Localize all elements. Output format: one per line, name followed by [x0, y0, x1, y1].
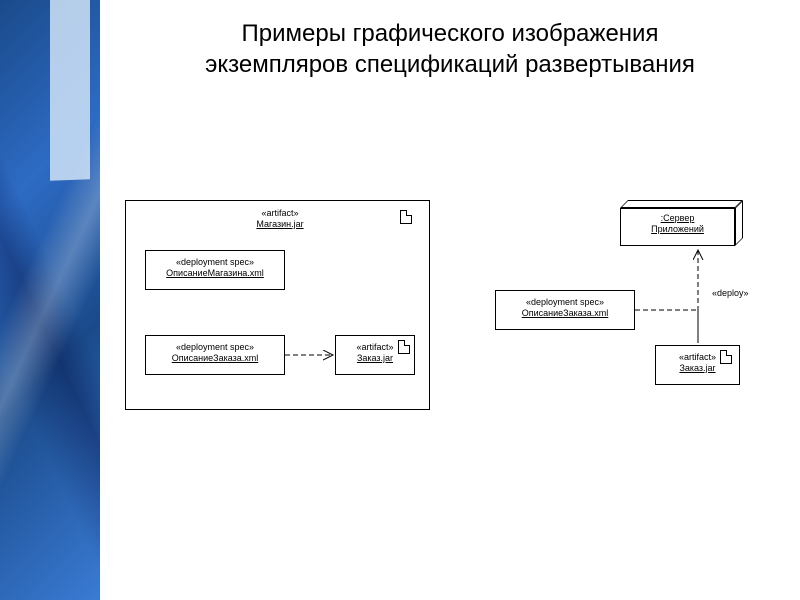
slide-title: Примеры графического изображения экземпл… [100, 18, 800, 80]
node-side-face [735, 200, 743, 246]
document-icon [398, 340, 410, 354]
artifact-name: Заказ.jar [679, 363, 715, 373]
deployment-spec-box-zakaz-right: «deployment spec» ОписаниеЗаказа.xml [495, 290, 635, 330]
title-line-1: Примеры графического изображения [242, 20, 659, 47]
stereotype-label: «deployment spec» [526, 297, 604, 307]
artifact-container-box [125, 200, 430, 410]
node-name-line2: Приложений [651, 224, 704, 234]
artifact-name: Заказ.jar [357, 353, 393, 363]
spec-name: ОписаниеЗаказа.xml [172, 353, 259, 363]
node-name-line1: :Сервер [661, 213, 695, 223]
document-icon [400, 210, 412, 224]
decorative-light-bar [50, 0, 90, 181]
stereotype-label: «artifact» [356, 342, 393, 352]
stereotype-label: «artifact» [679, 352, 716, 362]
decorative-sidebar [0, 0, 100, 600]
spec-name: ОписаниеМагазина.xml [166, 268, 264, 278]
node-top-face [620, 200, 743, 208]
stereotype-label: «deployment spec» [176, 342, 254, 352]
stereotype-label: «deployment spec» [176, 257, 254, 267]
title-line-2: экземпляров спецификаций развертывания [205, 51, 695, 78]
deployment-spec-box-magazin: «deployment spec» ОписаниеМагазина.xml [145, 250, 285, 290]
stereotype-label: «artifact» [261, 208, 298, 218]
spec-name: ОписаниеЗаказа.xml [522, 308, 609, 318]
document-icon [720, 350, 732, 364]
node-front-face: :Сервер Приложений [620, 208, 735, 246]
page: Примеры графического изображения экземпл… [0, 0, 800, 600]
artifact-name: Магазин.jar [256, 219, 303, 229]
deploy-stereotype-label: «deploy» [712, 288, 749, 299]
artifact-magazin-label: «artifact» Магазин.jar [240, 208, 320, 230]
diagram-area: «artifact» Магазин.jar «deployment spec»… [100, 170, 800, 530]
deployment-spec-box-zakaz-left: «deployment spec» ОписаниеЗаказа.xml [145, 335, 285, 375]
